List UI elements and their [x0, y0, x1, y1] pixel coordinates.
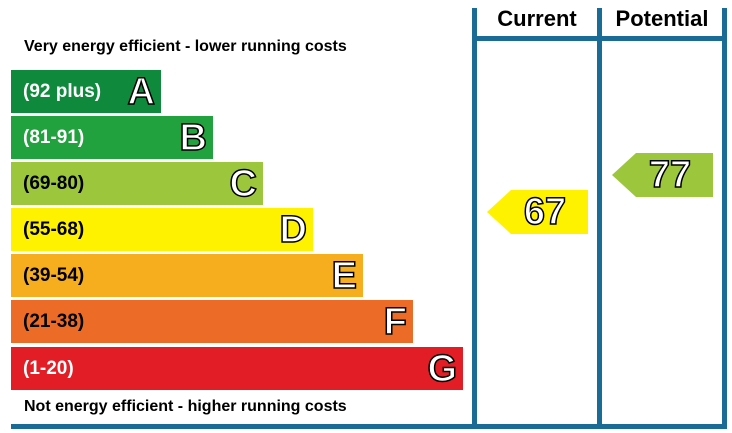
band-d: (55-68) D [11, 208, 313, 251]
potential-rating-value: 77 [648, 153, 692, 197]
band-e: (39-54) E [11, 254, 363, 297]
bottom-note: Not energy efficient - higher running co… [24, 398, 347, 415]
band-range: (81-91) [23, 126, 85, 148]
band-range: (55-68) [23, 218, 85, 240]
band-range: (39-54) [23, 264, 85, 286]
potential-rating-arrow: 77 [612, 153, 713, 197]
potential-header: Potential [615, 6, 709, 31]
potential-arrow-fill [612, 153, 713, 197]
band-range: (92 plus) [23, 80, 102, 102]
band-c: (69-80) C [11, 162, 263, 205]
current-header: Current [497, 6, 577, 31]
band-letter: A [127, 70, 156, 113]
band-range: (1-20) [23, 357, 74, 379]
band-letter: F [383, 300, 408, 343]
band-range: (69-80) [23, 172, 85, 194]
current-rating-value: 67 [523, 190, 567, 234]
band-b: (81-91) B [11, 116, 213, 159]
band-letter: G [427, 347, 458, 390]
frame-line [472, 36, 727, 41]
frame-line [597, 8, 602, 428]
band-a: (92 plus) A [11, 70, 161, 113]
band-f: (21-38) F [11, 300, 413, 343]
arrow-shape [612, 153, 713, 197]
band-letter: D [279, 208, 308, 251]
band-letter: E [331, 254, 358, 297]
frame-line [472, 8, 477, 428]
band-g: (1-20) G [11, 347, 463, 390]
band-letter: C [229, 162, 258, 205]
current-arrow-fill [487, 190, 588, 234]
current-rating-arrow: 67 [487, 190, 588, 234]
top-note: Very energy efficient - lower running co… [24, 38, 347, 55]
arrow-shape [487, 190, 588, 234]
band-letter: B [179, 116, 208, 159]
band-range: (21-38) [23, 310, 85, 332]
frame-line [11, 424, 727, 429]
frame-line [722, 8, 727, 428]
